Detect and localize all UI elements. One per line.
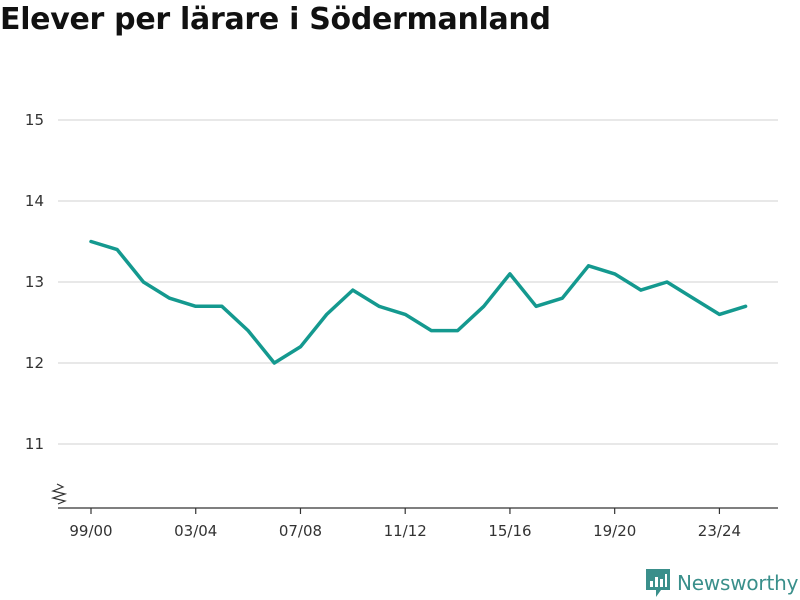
series-line (89, 239, 748, 365)
x-tick-label: 99/00 (69, 522, 112, 540)
x-tick-label: 15/16 (488, 522, 531, 540)
y-tick-label: 13 (25, 273, 44, 291)
chart-title: Elever per lärare i Södermanland (0, 2, 551, 37)
y-axis-tick-labels: 11 12 13 14 15 (25, 111, 44, 453)
x-axis: 99/00 03/04 07/08 11/12 15/16 19/20 23/24 (50, 483, 778, 540)
x-tick-label: 19/20 (593, 522, 636, 540)
y-tick-label: 14 (25, 192, 44, 210)
y-tick-label: 12 (25, 354, 44, 372)
axis-break-icon (50, 483, 68, 505)
x-tick-label: 11/12 (384, 522, 427, 540)
x-tick-label: 03/04 (174, 522, 217, 540)
y-tick-label: 11 (25, 435, 44, 453)
brand-name: Newsworthy (677, 571, 799, 595)
series-lines (89, 239, 748, 365)
x-tick-label: 07/08 (279, 522, 322, 540)
newsworthy-brand: Newsworthy (645, 568, 798, 598)
x-tick-label: 23/24 (698, 522, 741, 540)
gridlines (58, 119, 778, 445)
y-tick-label: 15 (25, 111, 44, 129)
newsworthy-logo-icon (646, 569, 670, 597)
